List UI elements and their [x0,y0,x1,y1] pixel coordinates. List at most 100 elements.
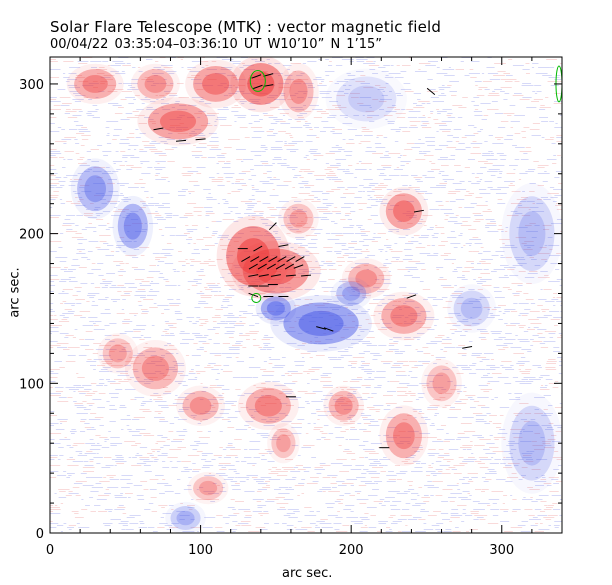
green-contours [249,65,562,303]
region-core-positive [141,355,169,381]
region-positive [385,193,422,230]
region-negative [453,290,490,327]
field-vector [275,263,285,270]
field-vector [295,256,305,263]
field-vector [278,244,289,247]
region-core-negative [518,211,546,257]
field-vector [251,74,262,79]
axes: 0 100 200 300 0 100 200 300 [19,57,562,558]
region-core-positive [432,372,451,395]
region-core-negative [518,420,546,466]
region-halo-positive [379,186,429,236]
region-core-negative [460,297,483,320]
x-tick-label: 100 [188,543,213,558]
region-negative [77,166,114,212]
y-tick-label: 300 [19,78,44,93]
region-halo-positive [341,258,391,299]
region-core-positive [289,209,308,228]
field-vector [406,294,417,299]
field-vector [258,274,269,277]
region-core-positive [355,269,378,288]
region-halo-negative [255,292,297,325]
region-halo-positive [131,63,180,105]
region-positive [426,365,457,402]
region-negative [260,296,291,321]
region-halo-positive [137,97,219,146]
field-vector [268,222,277,231]
field-vector [241,256,251,263]
y-axis-label: arc sec. [7,267,23,318]
field-vector [323,327,334,332]
chart-title: Solar Flare Telescope (MTK) : vector mag… [50,18,442,36]
region-positive [74,68,117,99]
region-core-negative [84,175,107,203]
field-vector [248,292,259,298]
contour-line [249,69,266,92]
field-vector [153,127,164,131]
region-core-positive [390,305,418,327]
region-core-negative [123,212,142,240]
region-positive [283,203,314,234]
region-positive [182,390,219,421]
region-core-positive [199,480,218,496]
field-vector [426,87,436,96]
region-core-positive [108,344,127,363]
field-vector [263,84,274,87]
region-positive [147,103,209,140]
field-vector [266,263,276,270]
field-vector [285,274,296,277]
region-core-positive [159,110,197,133]
region-halo-positive [267,422,300,464]
field-vector [195,138,206,141]
region-positive [385,413,422,459]
region-halo-negative [165,501,206,533]
x-axis-label: arc sec. [282,566,333,581]
y-tick-label: 100 [19,377,44,392]
y-tick-label: 200 [19,228,44,243]
region-negative [117,203,148,249]
region-core-negative [266,301,285,316]
field-vector [277,256,287,263]
region-halo-positive [421,359,462,408]
field-vector [462,346,473,349]
region-negative [170,506,201,531]
region-halo-positive [97,333,139,374]
region-halo-positive [237,381,299,431]
region-halo-positive [379,405,429,467]
field-vector [259,256,269,263]
region-halo-negative [447,284,497,333]
field-vector [250,256,260,263]
region-core-negative [342,286,361,301]
x-tick-label: 300 [489,543,514,558]
field-vector [300,274,312,277]
transverse-field-vectors [153,73,473,449]
region-core-positive [144,74,167,93]
region-positive [328,390,359,421]
region-core-positive [393,422,415,450]
field-vector [293,264,304,269]
region-halo-positive [185,59,247,109]
region-core-positive [334,396,353,415]
field-vector [316,326,327,330]
region-halo-negative [70,158,120,220]
region-core-positive [202,73,230,95]
region-halo-negative [501,392,562,494]
region-core-positive [276,434,291,453]
region-positive [271,428,296,459]
region-core-negative [298,310,344,337]
region-halo-positive [323,385,364,426]
region-halo-negative [330,277,372,310]
x-tick-label: 0 [46,543,54,558]
region-positive [193,476,224,501]
field-vector [413,209,424,213]
region-positive [193,65,239,102]
region-negative [509,196,555,272]
chart-subtitle: 00/04/22 03:35:04–03:36:10 UT W10’10” N … [50,37,382,52]
field-vector [284,263,295,270]
y-tick-label: 0 [36,527,44,542]
region-halo-positive [176,385,225,426]
region-halo-positive [278,63,319,120]
field-vector [268,256,278,263]
region-positive [245,387,291,424]
